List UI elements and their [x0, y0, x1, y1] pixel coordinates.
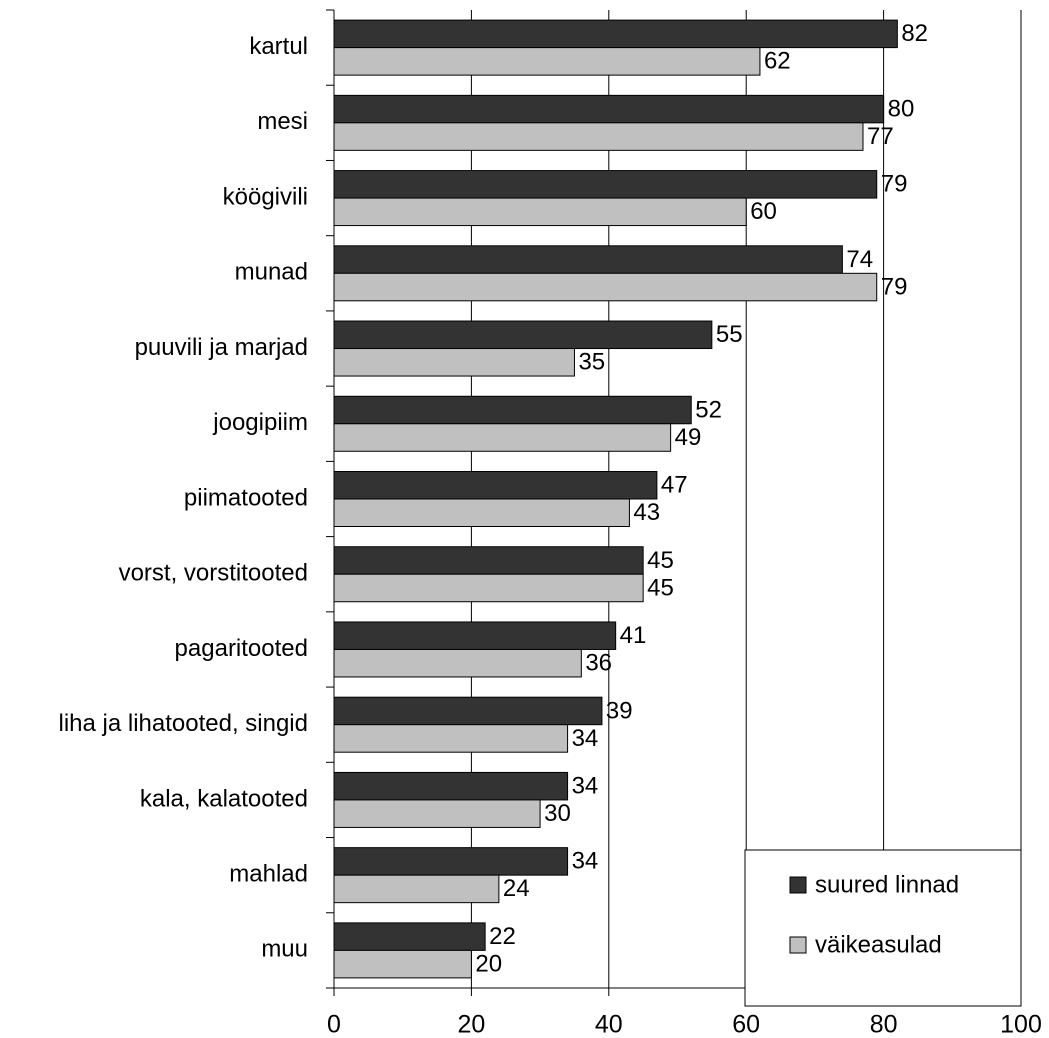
bar — [333, 799, 541, 828]
category-label: piimatooted — [184, 484, 308, 511]
category-label: liha ja lihatooted, singid — [58, 710, 308, 737]
category-label: joogipiim — [212, 409, 308, 436]
value-label: 74 — [846, 246, 873, 273]
legend-label: väikeasulad — [815, 931, 942, 958]
value-label: 30 — [544, 800, 571, 827]
bar — [333, 170, 878, 199]
value-label: 34 — [572, 725, 599, 752]
value-label: 34 — [572, 848, 599, 875]
category-label: mesi — [257, 108, 308, 135]
bar — [333, 348, 575, 377]
bar — [333, 874, 500, 904]
x-tick-label: 100 — [1000, 1011, 1042, 1038]
x-tick-label: 80 — [870, 1011, 898, 1038]
legend-box — [744, 849, 1022, 1007]
value-label: 62 — [764, 48, 791, 75]
bar — [333, 648, 582, 678]
legend-swatch — [789, 876, 807, 894]
x-tick-label: 40 — [595, 1011, 623, 1038]
x-tick-label: 0 — [327, 1011, 341, 1038]
value-label: 82 — [901, 20, 928, 47]
bar — [333, 696, 603, 726]
category-label: muu — [261, 936, 308, 963]
bar — [333, 245, 843, 274]
value-label: 55 — [716, 321, 743, 348]
value-label: 34 — [572, 773, 599, 800]
category-label: munad — [235, 259, 308, 286]
x-tick-label: 60 — [732, 1011, 760, 1038]
value-label: 36 — [585, 650, 612, 677]
bar — [333, 922, 486, 951]
value-label: 49 — [675, 424, 702, 451]
bar — [333, 122, 864, 151]
value-label: 79 — [881, 171, 908, 198]
value-label: 41 — [620, 622, 647, 649]
bar — [333, 395, 692, 425]
value-label: 35 — [578, 349, 605, 376]
legend-label: suured linnad — [815, 871, 959, 898]
value-label: 22 — [489, 923, 516, 950]
category-label: köögivili — [223, 183, 308, 210]
value-label: 45 — [647, 547, 674, 574]
x-tick-label: 20 — [457, 1011, 485, 1038]
bar — [333, 423, 672, 452]
category-label: kartul — [249, 33, 308, 60]
bar — [333, 573, 644, 603]
category-label: puuvili ja marjad — [135, 334, 308, 361]
value-label: 60 — [750, 198, 777, 225]
category-label: kala, kalatooted — [140, 785, 308, 812]
value-label: 47 — [661, 472, 688, 499]
value-label: 77 — [867, 123, 894, 150]
value-label: 43 — [633, 499, 660, 526]
bar — [333, 19, 898, 49]
bar — [333, 471, 658, 500]
value-label: 39 — [606, 697, 633, 724]
bar — [333, 94, 885, 124]
value-label: 79 — [881, 273, 908, 300]
value-label: 24 — [503, 875, 530, 902]
bar — [333, 847, 569, 876]
value-label: 45 — [647, 574, 674, 601]
category-label: vorst, vorstitooted — [119, 560, 308, 587]
bar — [333, 197, 747, 227]
bar — [333, 546, 644, 575]
bar — [333, 272, 878, 302]
bar — [333, 320, 713, 350]
bar — [333, 498, 630, 527]
bar — [333, 949, 472, 979]
bar — [333, 771, 569, 801]
category-label: mahlad — [229, 860, 308, 887]
value-label: 20 — [475, 950, 502, 977]
value-label: 52 — [695, 396, 722, 423]
category-label: pagaritooted — [175, 635, 308, 662]
value-label: 80 — [888, 95, 915, 122]
legend-swatch — [789, 936, 807, 954]
bar — [333, 47, 761, 76]
bar — [333, 621, 617, 650]
bar — [333, 724, 569, 753]
